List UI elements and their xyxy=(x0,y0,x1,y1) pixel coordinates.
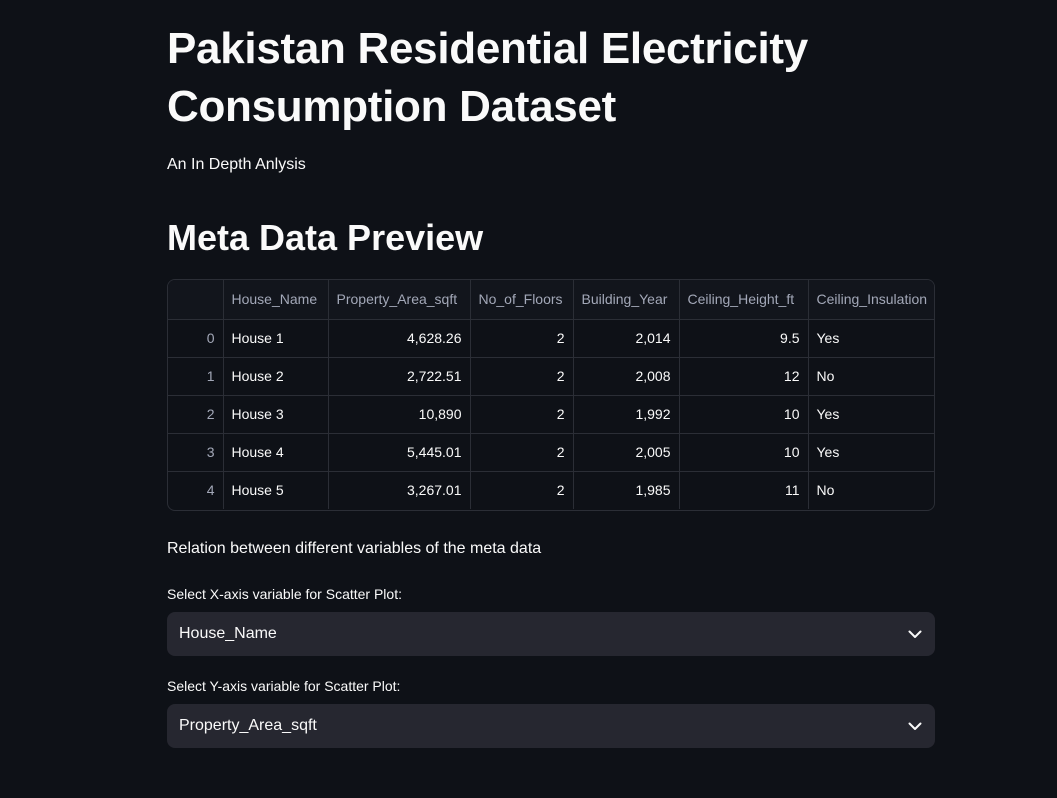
column-header[interactable]: House_Name xyxy=(223,280,329,320)
x-axis-selected-value: House_Name xyxy=(179,625,277,642)
table-cell[interactable]: House 3 xyxy=(223,395,329,434)
relation-text: Relation between different variables of … xyxy=(167,540,542,557)
table-cell[interactable]: 2,005 xyxy=(573,433,680,472)
table-cell[interactable]: 10 xyxy=(679,395,809,434)
table-cell[interactable]: 11 xyxy=(679,471,809,509)
y-axis-select[interactable]: Property_Area_sqft xyxy=(167,704,935,748)
table-cell[interactable]: 2 xyxy=(470,471,574,509)
table-cell[interactable]: 2 xyxy=(470,357,574,396)
table-cell[interactable]: 3,267.01 xyxy=(328,471,471,509)
table-cell[interactable]: 5,445.01 xyxy=(328,433,471,472)
table-cell[interactable]: 2 xyxy=(470,319,574,358)
column-header[interactable]: No_of_Floors xyxy=(470,280,574,320)
table-header-row: House_Name Property_Area_sqft No_of_Floo… xyxy=(168,280,934,320)
page-title: Pakistan Residential Electricity Consump… xyxy=(167,24,808,131)
table-cell[interactable]: 2,014 xyxy=(573,319,680,358)
row-index: 1 xyxy=(168,357,224,396)
table-cell[interactable]: Yes xyxy=(808,395,934,434)
y-axis-selected-value: Property_Area_sqft xyxy=(179,717,317,734)
table-cell[interactable]: House 1 xyxy=(223,319,329,358)
row-index: 0 xyxy=(168,319,224,358)
row-index: 4 xyxy=(168,471,224,509)
y-axis-select-label: Select Y-axis variable for Scatter Plot: xyxy=(167,678,401,694)
table-cell[interactable]: 10,890 xyxy=(328,395,471,434)
table-row: 0 House 1 4,628.26 2 2,014 9.5 Yes xyxy=(168,319,934,358)
table-cell[interactable]: No xyxy=(808,357,934,396)
table-cell[interactable]: 4,628.26 xyxy=(328,319,471,358)
page-subtitle: An In Depth Anlysis xyxy=(167,156,306,173)
column-header[interactable]: Ceiling_Insulation xyxy=(808,280,934,320)
row-index: 2 xyxy=(168,395,224,434)
meta-data-table[interactable]: House_Name Property_Area_sqft No_of_Floo… xyxy=(167,279,935,511)
table-row: 2 House 3 10,890 2 1,992 10 Yes xyxy=(168,395,934,434)
table-row: 3 House 4 5,445.01 2 2,005 10 Yes xyxy=(168,433,934,472)
table-cell[interactable]: No xyxy=(816,482,835,499)
table-cell[interactable]: 1,992 xyxy=(573,395,680,434)
column-header[interactable] xyxy=(168,280,224,320)
table-cell[interactable]: 12 xyxy=(679,357,809,396)
table-cell[interactable]: 2 xyxy=(470,433,574,472)
table-cell[interactable]: House 2 xyxy=(223,357,329,396)
column-header[interactable]: Ceiling_Height_ft xyxy=(679,280,809,320)
section-title: Meta Data Preview xyxy=(167,217,484,258)
column-header[interactable]: Building_Year xyxy=(573,280,680,320)
table-cell[interactable]: 2,008 xyxy=(573,357,680,396)
table-cell[interactable]: 1,985 xyxy=(573,471,680,509)
table-cell[interactable]: House 4 xyxy=(223,433,329,472)
row-index: 3 xyxy=(168,433,224,472)
table-cell[interactable]: 2 xyxy=(470,395,574,434)
table-cell[interactable]: 10 xyxy=(679,433,809,472)
x-axis-select[interactable]: House_Name xyxy=(167,612,935,656)
table-row: 4 House 5 3,267.01 2 1,985 11 No xyxy=(168,471,934,509)
chevron-down-icon[interactable] xyxy=(907,626,923,642)
table-cell[interactable]: Yes xyxy=(808,319,934,358)
table-cell[interactable]: House 5 xyxy=(223,471,329,509)
column-header[interactable]: Property_Area_sqft xyxy=(328,280,471,320)
table-cell[interactable]: Yes xyxy=(808,433,934,472)
table-cell[interactable]: 2,722.51 xyxy=(328,357,471,396)
table-cell[interactable]: 9.5 xyxy=(679,319,809,358)
x-axis-select-label: Select X-axis variable for Scatter Plot: xyxy=(167,586,402,602)
chevron-down-icon[interactable] xyxy=(907,718,923,734)
table-row: 1 House 2 2,722.51 2 2,008 12 No xyxy=(168,357,934,396)
